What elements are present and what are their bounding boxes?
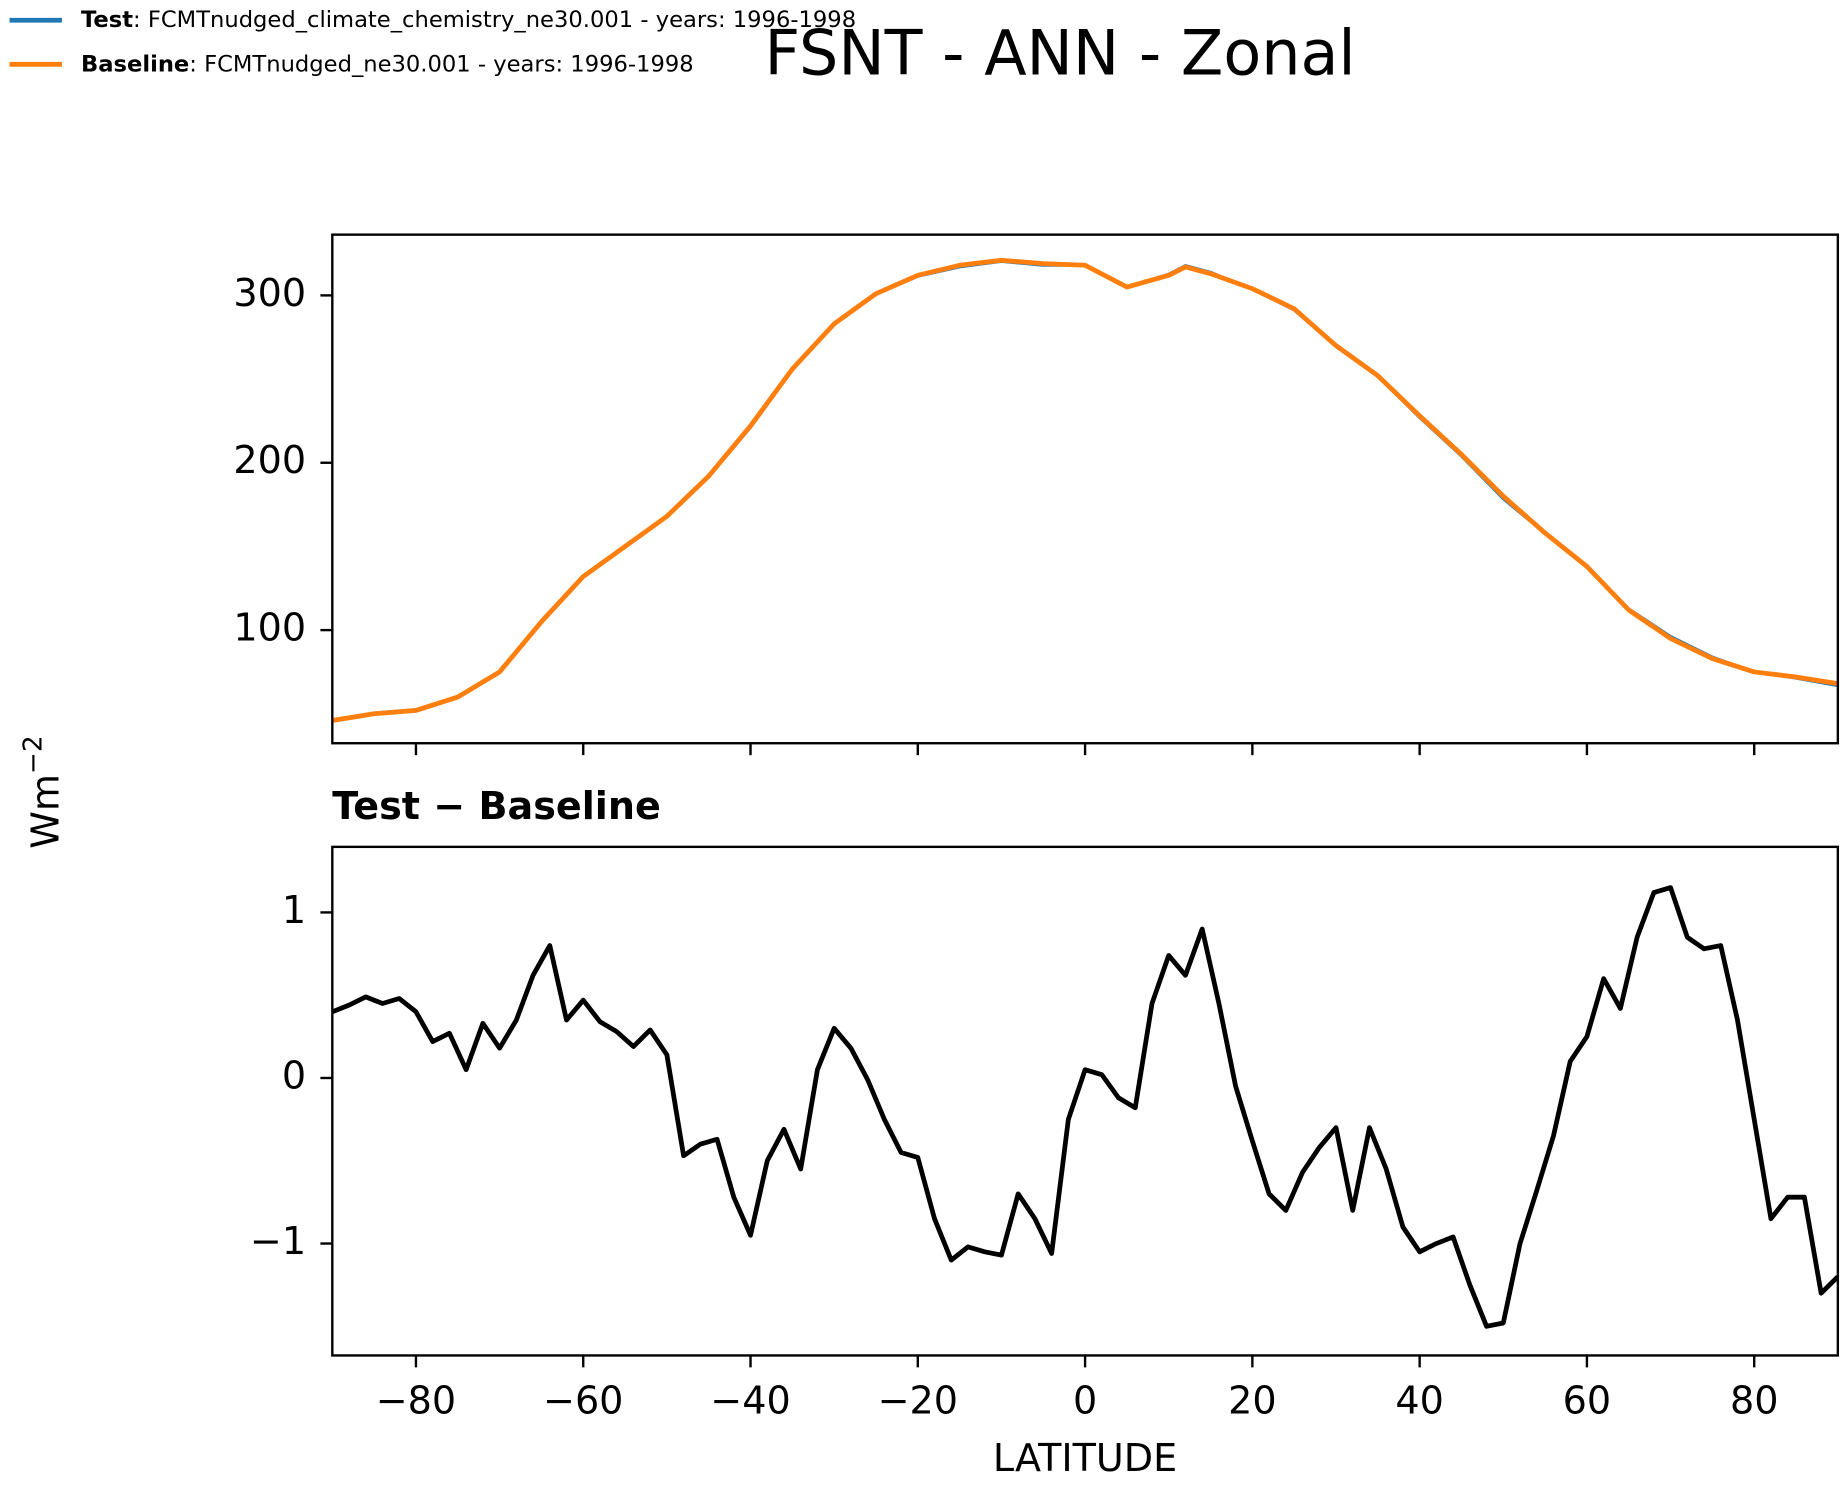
x-tick-label: 0 [1073, 1379, 1097, 1423]
x-tick-label: −60 [543, 1379, 623, 1423]
x-tick-label: 20 [1228, 1379, 1277, 1423]
legend-entry: Baseline: FCMTnudged_ne30.001 - years: 1… [81, 51, 694, 77]
legend: Test: FCMTnudged_climate_chemistry_ne30.… [9, 7, 856, 77]
x-tick-label: 40 [1395, 1379, 1444, 1423]
y-tick-label: 300 [233, 271, 306, 315]
x-axis-label: LATITUDE [993, 1436, 1177, 1480]
y-tick-label: −1 [250, 1219, 306, 1263]
x-tick-label: 80 [1730, 1379, 1779, 1423]
y-axis-label: Wm−2 [18, 735, 67, 848]
y-tick-label: 0 [282, 1053, 306, 1097]
x-tick-label: 60 [1563, 1379, 1612, 1423]
figure-title: FSNT - ANN - Zonal [765, 17, 1356, 89]
x-tick-label: −80 [376, 1379, 456, 1423]
legend-entry: Test: FCMTnudged_climate_chemistry_ne30.… [81, 7, 856, 33]
legend-label: : FCMTnudged_ne30.001 - years: 1996-1998 [189, 51, 693, 77]
legend-label: : FCMTnudged_climate_chemistry_ne30.001 … [133, 7, 856, 33]
y-tick-label: 1 [282, 888, 306, 932]
y-tick-label: 200 [233, 438, 306, 482]
y-label-sup: −2 [18, 735, 48, 774]
subplot-title: Test − Baseline [332, 784, 661, 828]
x-tick-label: −20 [878, 1379, 958, 1423]
legend-name: Baseline [81, 51, 189, 77]
y-label-base: Wm [23, 774, 67, 849]
data-line [332, 257, 1838, 723]
data-line [332, 885, 1838, 1329]
axes-frame [331, 233, 1840, 745]
legend-name: Test [81, 7, 133, 33]
x-tick-label: −40 [710, 1379, 790, 1423]
data-line [332, 259, 1838, 722]
y-tick-label: 100 [233, 606, 306, 650]
axes-frame [331, 845, 1840, 1357]
